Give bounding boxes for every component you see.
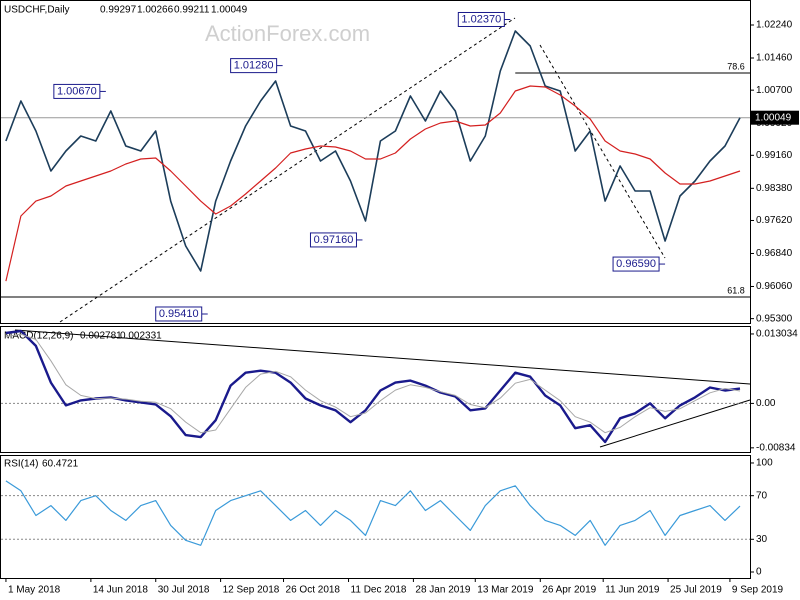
y-tick-label: 70 [756, 490, 768, 501]
y-tick-label: 0.96060 [756, 281, 793, 292]
annotation-label: 1.01280 [234, 60, 274, 72]
y-tick-label: 30 [756, 534, 768, 545]
rsi-value: 60.4721 [42, 459, 79, 470]
series-line [5, 480, 741, 546]
annotation-box [612, 256, 660, 272]
last-price-label: 1.00049 [755, 112, 792, 123]
price-panel [0, 0, 751, 324]
x-tick-label: 9 Sep 2019 [732, 585, 784, 596]
series-line [5, 30, 741, 272]
ohlc: 1.00266 [137, 5, 174, 16]
y-tick-label: 1.02240 [756, 20, 793, 31]
signal-value: 0.002331 [120, 331, 162, 342]
y-tick-label: 100 [756, 458, 773, 469]
macd-title: MACD(12,26,9) [4, 331, 73, 342]
annotation-label: 0.95410 [159, 308, 199, 320]
macd-panel [0, 326, 751, 453]
watermark: ActionForex.com [205, 21, 370, 46]
fib-label: 78.6 [727, 61, 745, 71]
macd-value: 0.002781 [80, 331, 122, 342]
symbol: USDCHF,Daily [4, 5, 70, 16]
series-line [5, 85, 741, 282]
annotation-label: 0.96590 [616, 258, 656, 270]
x-tick-label: 1 May 2018 [8, 585, 61, 596]
x-tick-label: 28 Jan 2019 [415, 585, 470, 596]
trend-line [539, 44, 666, 259]
x-tick-label: 26 Apr 2019 [542, 585, 596, 596]
ohlc: 0.99297 [100, 5, 137, 16]
y-tick-label: 1.01460 [756, 53, 793, 64]
annotation-box [230, 58, 278, 74]
annotation-label: 0.97160 [314, 234, 354, 246]
series-line [5, 329, 741, 444]
annotation-box [309, 232, 357, 248]
y-tick-label: 0.95300 [756, 313, 793, 324]
x-tick-label: 13 Mar 2019 [477, 585, 534, 596]
x-tick-label: 11 Jun 2019 [605, 585, 660, 596]
y-tick-label: -0.00834 [756, 442, 796, 453]
x-tick-label: 12 Sep 2018 [223, 585, 280, 596]
y-tick-label: 1.00700 [756, 85, 793, 96]
last-price-box [751, 110, 799, 125]
trend-line [599, 399, 751, 448]
x-tick-label: 14 Jun 2018 [93, 585, 148, 596]
y-tick-label: 0.97620 [756, 215, 793, 226]
ohlc: 0.99211 [174, 5, 210, 16]
y-tick-label: 0 [756, 567, 762, 578]
annotation-box [53, 83, 101, 99]
y-tick-label: 0.96840 [756, 248, 793, 259]
y-tick-label: 0.013034 [756, 329, 798, 340]
annotation-label: 1.02370 [461, 13, 501, 25]
y-tick-label: 0.99160 [756, 150, 793, 161]
trend-line [59, 17, 516, 323]
fib-label: 61.8 [727, 285, 745, 295]
ohlc: 1.00049 [211, 5, 248, 16]
x-tick-label: 26 Oct 2018 [286, 585, 341, 596]
x-tick-label: 11 Dec 2018 [351, 585, 407, 596]
annotation-box [457, 11, 505, 27]
y-tick-label: 0.00 [756, 398, 776, 409]
x-tick-label: 25 Jul 2019 [670, 585, 722, 596]
series-line [5, 333, 741, 434]
annotation-label: 1.00670 [57, 85, 97, 97]
rsi-title: RSI(14) [4, 459, 38, 470]
x-tick-label: 30 Jul 2018 [158, 585, 210, 596]
trend-line [14, 329, 751, 385]
annotation-box [155, 306, 203, 322]
y-tick-label: 0.98380 [756, 183, 793, 194]
rsi-panel [0, 455, 751, 579]
